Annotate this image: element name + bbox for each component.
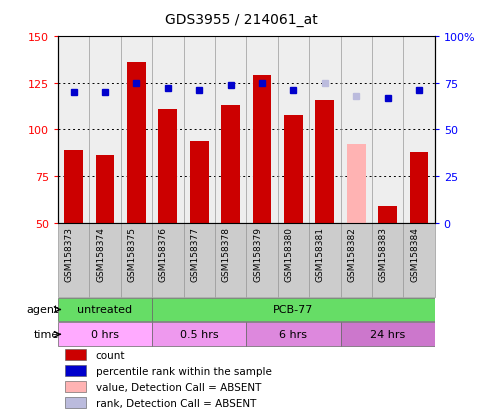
Bar — [215, 223, 246, 297]
Text: GSM158380: GSM158380 — [284, 227, 294, 282]
Bar — [284, 115, 303, 223]
Text: GSM158379: GSM158379 — [253, 227, 262, 282]
Text: time: time — [33, 330, 58, 339]
Bar — [66, 397, 86, 408]
Bar — [64, 150, 83, 223]
Bar — [403, 37, 435, 223]
Bar — [184, 37, 215, 223]
Bar — [315, 100, 334, 223]
Bar — [66, 365, 86, 376]
Bar — [152, 37, 184, 223]
Text: GDS3955 / 214061_at: GDS3955 / 214061_at — [165, 13, 318, 27]
Text: GSM158382: GSM158382 — [347, 227, 356, 282]
Bar — [341, 37, 372, 223]
Text: rank, Detection Call = ABSENT: rank, Detection Call = ABSENT — [96, 399, 256, 408]
Bar — [278, 223, 309, 297]
Bar — [89, 37, 121, 223]
Bar — [158, 109, 177, 223]
Bar — [372, 223, 403, 297]
Bar — [58, 323, 152, 347]
Bar — [246, 323, 341, 347]
Bar — [184, 223, 215, 297]
Bar — [96, 156, 114, 223]
Text: GSM158377: GSM158377 — [190, 227, 199, 282]
Bar — [215, 37, 246, 223]
Bar — [341, 223, 372, 297]
Bar — [121, 223, 152, 297]
Text: GSM158381: GSM158381 — [316, 227, 325, 282]
Text: 24 hrs: 24 hrs — [370, 330, 405, 339]
Bar — [246, 37, 278, 223]
Bar — [58, 223, 89, 297]
Text: 6 hrs: 6 hrs — [280, 330, 307, 339]
Text: GSM158373: GSM158373 — [65, 227, 73, 282]
Text: GSM158375: GSM158375 — [128, 227, 137, 282]
Text: PCB-77: PCB-77 — [273, 305, 313, 315]
Bar — [372, 37, 403, 223]
Text: GSM158383: GSM158383 — [379, 227, 387, 282]
Bar — [190, 141, 209, 223]
Bar — [378, 206, 397, 223]
Text: GSM158378: GSM158378 — [222, 227, 231, 282]
Text: GSM158374: GSM158374 — [96, 227, 105, 282]
Text: value, Detection Call = ABSENT: value, Detection Call = ABSENT — [96, 382, 261, 392]
Bar — [58, 37, 89, 223]
Bar — [410, 152, 428, 223]
Bar — [127, 63, 146, 223]
Text: untreated: untreated — [77, 305, 133, 315]
Bar — [152, 298, 435, 322]
Text: 0.5 hrs: 0.5 hrs — [180, 330, 218, 339]
Bar — [246, 223, 278, 297]
Bar — [66, 381, 86, 392]
Text: GSM158376: GSM158376 — [159, 227, 168, 282]
Bar — [309, 223, 341, 297]
Bar — [403, 223, 435, 297]
Text: GSM158384: GSM158384 — [410, 227, 419, 282]
Bar — [89, 223, 121, 297]
Bar — [278, 37, 309, 223]
Bar — [341, 323, 435, 347]
Bar — [121, 37, 152, 223]
Bar — [221, 106, 240, 223]
Bar — [347, 145, 366, 223]
Bar — [253, 76, 271, 223]
Text: agent: agent — [26, 305, 58, 315]
Bar — [58, 298, 152, 322]
Bar — [309, 37, 341, 223]
Text: percentile rank within the sample: percentile rank within the sample — [96, 366, 271, 376]
Text: count: count — [96, 350, 125, 360]
Bar — [66, 349, 86, 360]
Text: 0 hrs: 0 hrs — [91, 330, 119, 339]
Bar — [152, 323, 246, 347]
Bar — [152, 223, 184, 297]
